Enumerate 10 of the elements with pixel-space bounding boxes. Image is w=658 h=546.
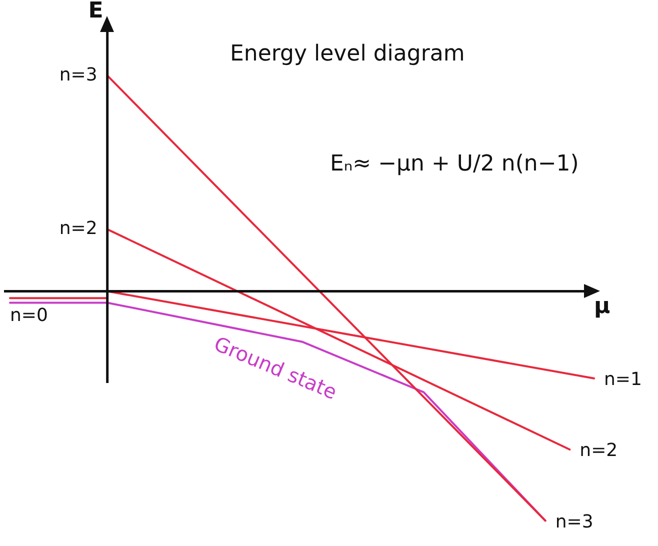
annotation: n=3 bbox=[59, 64, 98, 86]
annotation: n=2 bbox=[59, 218, 98, 239]
annotation: Eₙ≈ −μn + U/2 n(n−1) bbox=[330, 152, 579, 177]
series-label: n=3 bbox=[555, 511, 594, 532]
series-label: n=1 bbox=[604, 369, 642, 390]
text: Energy level diagram bbox=[230, 42, 465, 67]
y-axis-title: E bbox=[88, 0, 104, 24]
series-label: n=2 bbox=[580, 440, 618, 462]
x-axis-title: μ bbox=[594, 294, 610, 319]
series-label: n=0 bbox=[10, 304, 48, 326]
